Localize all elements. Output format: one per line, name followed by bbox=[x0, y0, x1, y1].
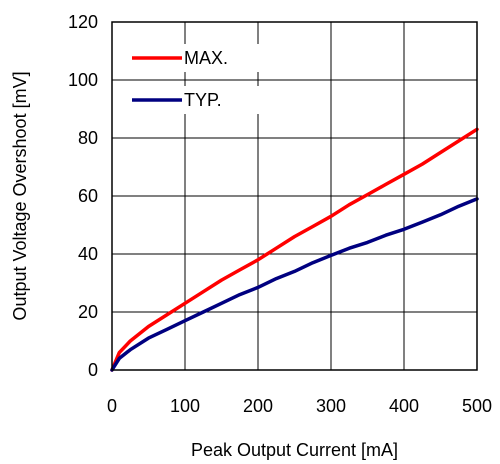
x-tick-label: 0 bbox=[107, 396, 117, 416]
y-tick-label: 100 bbox=[68, 70, 98, 90]
series-line-typ bbox=[110, 197, 479, 372]
y-tick-label: 40 bbox=[78, 244, 98, 264]
y-tick-label: 0 bbox=[88, 360, 98, 380]
y-tick-label: 20 bbox=[78, 302, 98, 322]
x-tick-label: 200 bbox=[243, 396, 273, 416]
y-tick-label: 60 bbox=[78, 186, 98, 206]
y-tick-label: 80 bbox=[78, 128, 98, 148]
x-tick-label: 400 bbox=[389, 396, 419, 416]
grid bbox=[111, 21, 478, 371]
x-tick-labels: 0 100 200 300 400 500 bbox=[107, 396, 492, 416]
x-tick-label: 500 bbox=[462, 396, 492, 416]
y-tick-label: 120 bbox=[68, 12, 98, 32]
x-tick-label: 100 bbox=[170, 396, 200, 416]
y-tick-labels: 0 20 40 60 80 100 120 bbox=[68, 12, 98, 380]
x-tick-label: 300 bbox=[316, 396, 346, 416]
y-axis-title: Output Voltage Overshoot [mV] bbox=[10, 71, 30, 320]
plot-frame bbox=[111, 21, 478, 371]
series-line-max bbox=[110, 127, 479, 372]
legend: MAX. TYP. bbox=[124, 44, 264, 114]
x-axis-title: Peak Output Current [mA] bbox=[191, 440, 398, 460]
series-layer bbox=[110, 127, 479, 372]
legend-label-typ: TYP. bbox=[184, 90, 222, 110]
legend-label-max: MAX. bbox=[184, 48, 228, 68]
